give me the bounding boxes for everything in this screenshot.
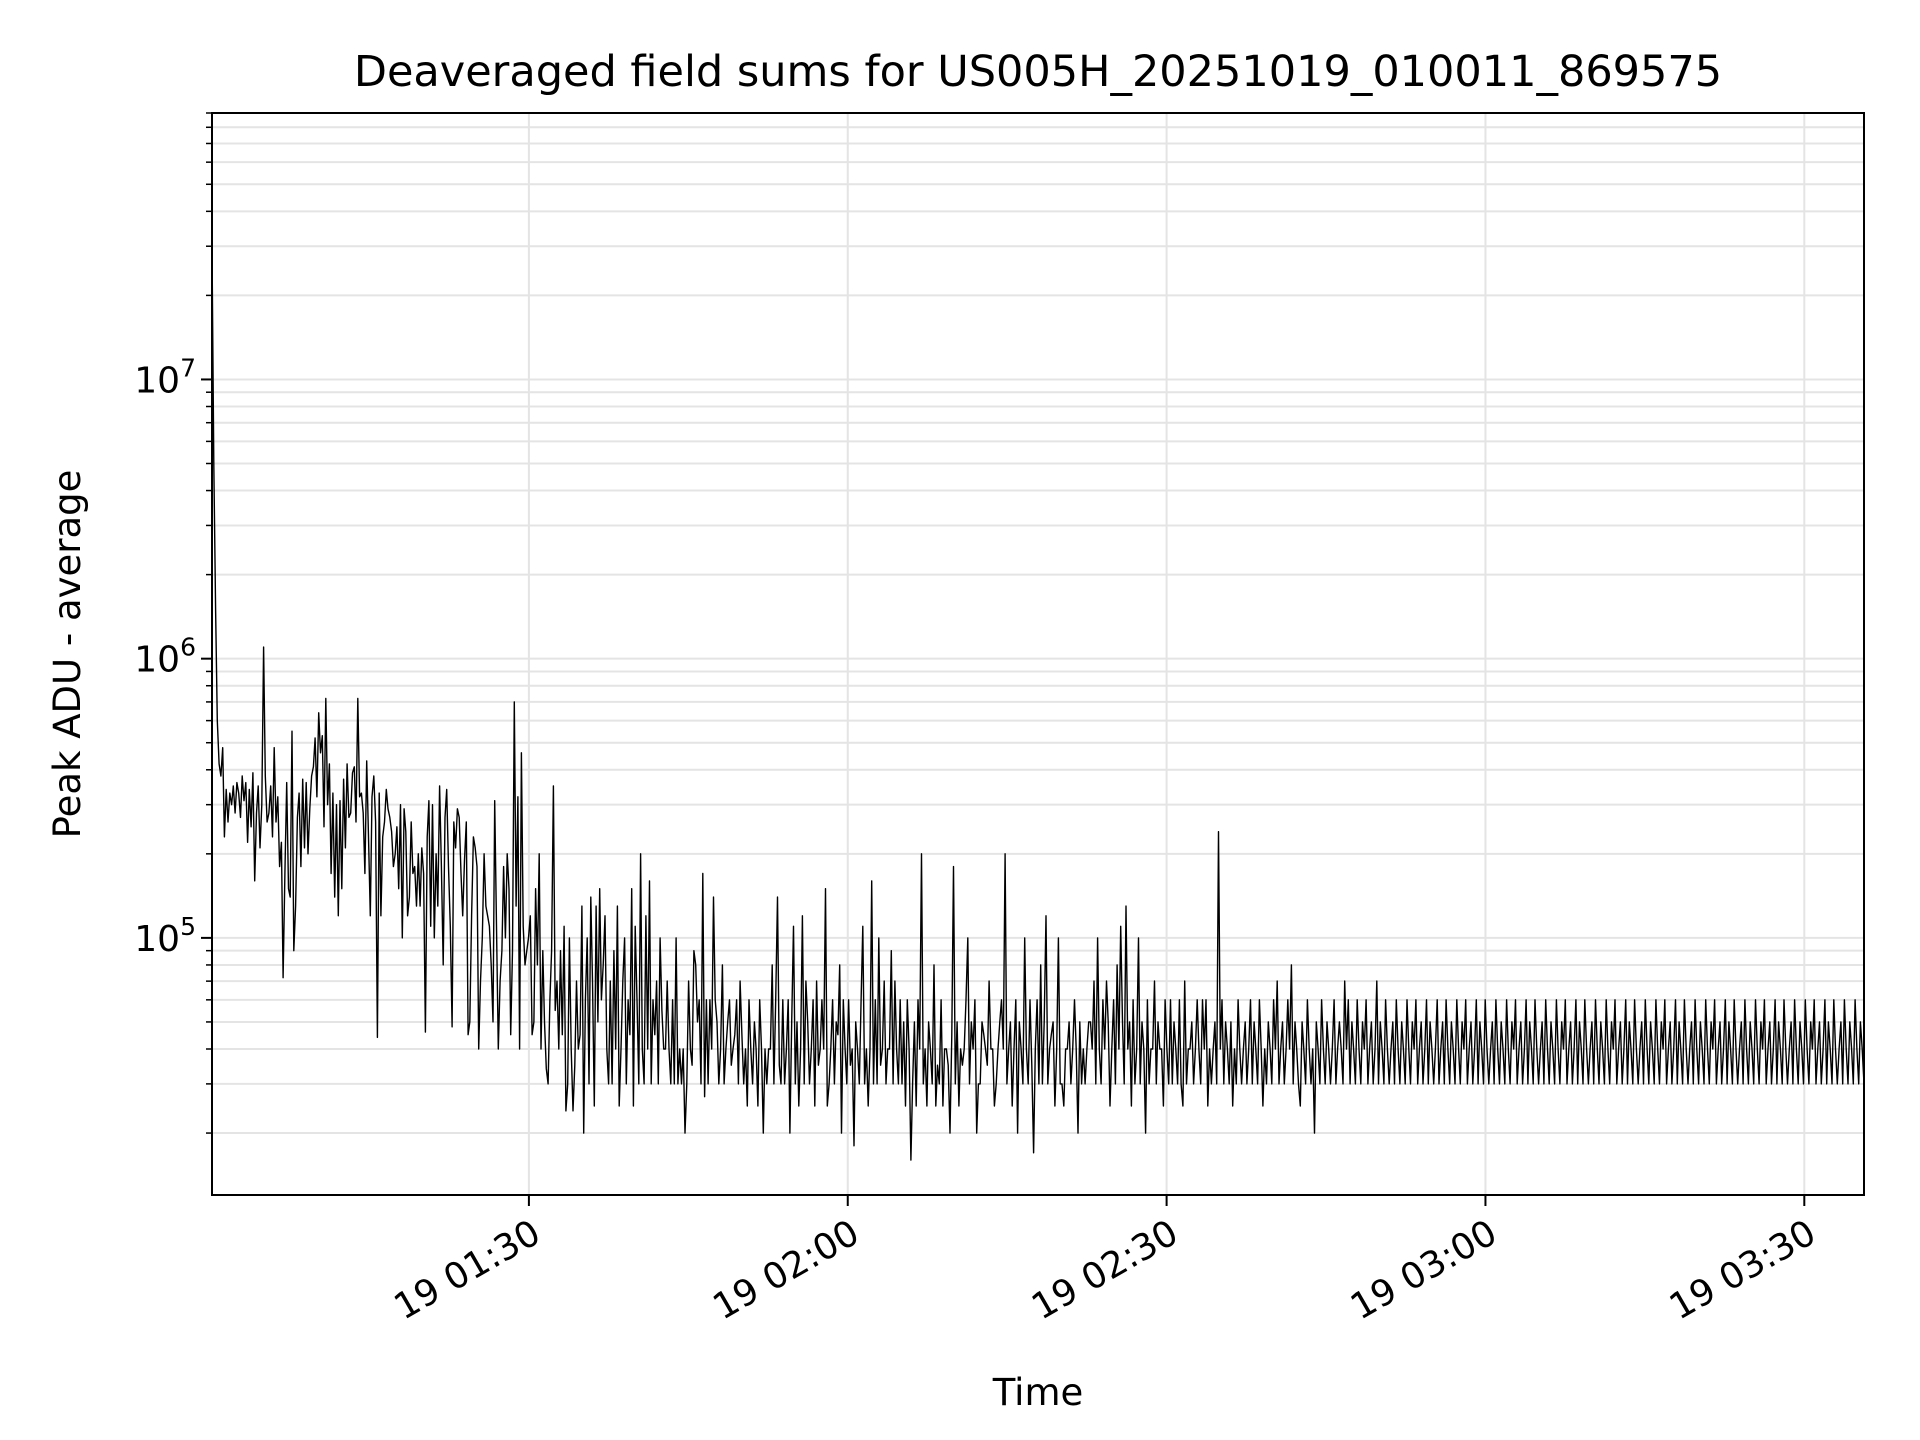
series-layer xyxy=(211,246,1865,1161)
grid-lines xyxy=(212,112,1864,1195)
series-line xyxy=(211,246,1865,1161)
y-axis-label: Peak ADU - average xyxy=(46,470,89,839)
chart-title: Deaveraged field sums for US005H_2025101… xyxy=(354,47,1722,97)
y-tick-label: 105 xyxy=(134,912,196,960)
y-axis-ticks: 105 106 107 xyxy=(134,112,212,1134)
x-axis-label: Time xyxy=(992,1371,1084,1414)
y-tick-label: 106 xyxy=(134,633,196,681)
y-tick-label: 107 xyxy=(134,353,196,401)
plot-frame xyxy=(211,112,1865,1196)
